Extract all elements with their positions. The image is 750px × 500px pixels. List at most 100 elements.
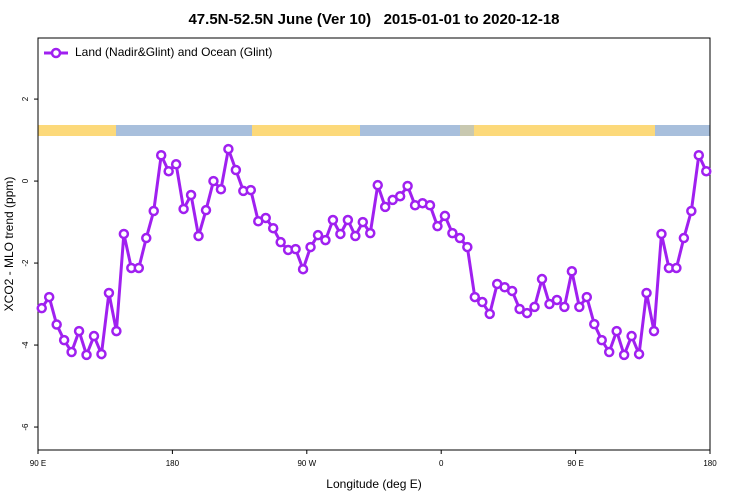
data-point	[454, 232, 466, 244]
data-point	[469, 291, 481, 303]
data-point	[245, 184, 257, 196]
ocean-band	[460, 125, 474, 136]
data-point	[200, 204, 212, 216]
data-point	[267, 222, 279, 234]
x-tick-label: 90 W	[297, 459, 316, 468]
data-point	[118, 228, 130, 240]
data-point	[447, 227, 458, 239]
data-point	[596, 334, 607, 346]
data-point	[379, 201, 391, 213]
data-point	[260, 212, 271, 224]
y-tick-label: 2	[21, 96, 30, 101]
data-point	[641, 287, 652, 299]
data-point	[432, 220, 443, 232]
data-point	[484, 308, 495, 320]
x-tick-label: 180	[166, 459, 180, 468]
data-point	[506, 285, 518, 297]
data-point	[648, 325, 660, 337]
data-point	[223, 143, 234, 155]
data-point	[462, 241, 473, 253]
data-point	[521, 307, 533, 319]
data-point	[163, 165, 174, 177]
data-point	[544, 298, 555, 310]
data-point	[230, 164, 242, 176]
data-point	[170, 159, 182, 170]
data-point	[103, 287, 115, 299]
data-point	[357, 216, 369, 228]
data-point	[633, 348, 645, 360]
y-tick-label: -4	[21, 341, 30, 349]
y-tick-label: -6	[21, 423, 30, 431]
data-point	[178, 203, 189, 215]
data-point	[320, 234, 331, 246]
data-point	[96, 348, 107, 360]
data-point	[312, 229, 324, 241]
data-point	[297, 263, 309, 275]
data-point	[290, 243, 301, 255]
data-point	[678, 232, 690, 244]
data-point	[215, 184, 227, 195]
data-line	[40, 143, 708, 360]
data-point	[589, 318, 600, 330]
data-point	[81, 349, 92, 361]
data-point	[514, 303, 525, 315]
data-point	[208, 175, 219, 187]
data-point	[305, 241, 316, 253]
data-point	[559, 301, 570, 313]
data-point	[603, 346, 615, 358]
y-axis-label: XCO2 - MLO trend (ppm)	[2, 177, 16, 312]
x-tick-label: 90 E	[30, 459, 46, 468]
data-point	[36, 302, 47, 314]
data-point	[439, 210, 451, 222]
ocean-band	[360, 125, 460, 136]
data-point	[350, 230, 361, 242]
plot-frame	[37, 37, 711, 451]
ocean-band	[116, 125, 252, 136]
data-point	[536, 273, 548, 285]
data-point	[671, 262, 682, 274]
data-point	[551, 294, 563, 306]
data-point	[275, 236, 286, 248]
data-point	[477, 296, 488, 308]
data-point	[43, 291, 55, 303]
x-tick-label: 0	[439, 459, 444, 468]
y-tick-label: -2	[21, 259, 30, 267]
x-tick-label: 180	[703, 459, 717, 468]
data-point	[656, 228, 667, 240]
legend-marker	[50, 47, 62, 59]
data-point	[693, 149, 705, 161]
data-point	[581, 291, 593, 303]
data-point	[574, 301, 585, 313]
data-point	[566, 266, 578, 277]
data-point	[372, 179, 383, 191]
data-point	[529, 301, 540, 313]
legend-label: Land (Nadir&Glint) and Ocean (Glint)	[75, 45, 272, 59]
chart-title: 47.5N-52.5N June (Ver 10) 2015-01-01 to …	[188, 11, 559, 28]
data-point	[327, 214, 339, 226]
ocean-band	[655, 125, 710, 136]
data-point	[686, 205, 697, 217]
data-point	[155, 149, 167, 161]
data-point	[141, 232, 152, 244]
land-ocean-strip	[38, 125, 710, 136]
data-point	[365, 227, 376, 239]
data-point	[402, 180, 413, 192]
data-point	[626, 330, 637, 342]
data-point	[185, 189, 197, 201]
data-point	[611, 325, 622, 337]
data-point	[701, 165, 712, 177]
y-tick-label: 0	[21, 178, 30, 183]
data-point	[88, 330, 100, 342]
data-point	[394, 190, 406, 202]
x-axis-label: Longitude (deg E)	[326, 477, 421, 491]
data-point	[58, 334, 70, 346]
data-point	[335, 228, 346, 240]
data-point	[73, 325, 85, 337]
data-point	[133, 262, 145, 274]
data-point	[424, 200, 436, 211]
data-point	[342, 214, 354, 226]
x-tick-label: 90 E	[567, 459, 583, 468]
data-point	[148, 205, 159, 217]
data-point	[111, 325, 122, 337]
